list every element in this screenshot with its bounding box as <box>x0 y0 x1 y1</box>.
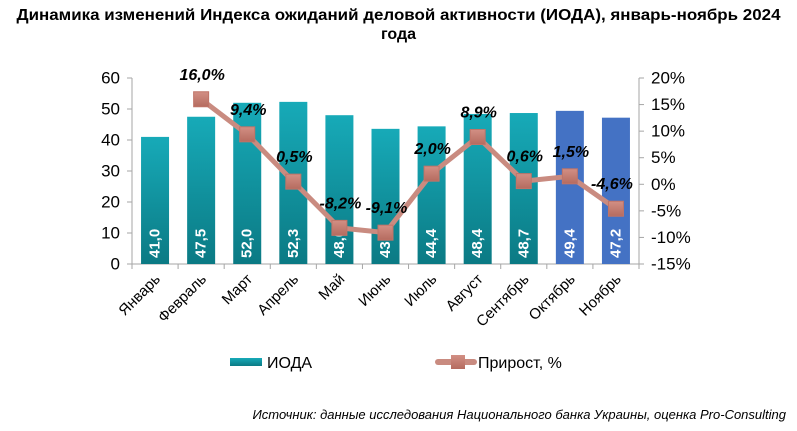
left-axis-tick-label: 10 <box>101 224 120 243</box>
growth-data-label: 16,0% <box>179 67 224 84</box>
growth-marker <box>285 173 302 190</box>
growth-line <box>199 97 618 236</box>
bar-value-label: 48,0 <box>331 229 348 258</box>
left-axis-tick-label: 30 <box>101 162 120 181</box>
left-axis-tick-label: 60 <box>101 69 120 88</box>
legend-swatch-bar <box>230 358 262 366</box>
bar-value-label: 52,3 <box>285 229 302 258</box>
source-note: Источник: данные исследования Национальн… <box>253 407 787 422</box>
bar-value-label: 41,0 <box>147 229 164 258</box>
right-axis-tick-label: -15% <box>651 255 691 274</box>
growth-marker <box>515 173 532 190</box>
right-axis-tick-label: 10% <box>651 122 685 141</box>
legend-swatch-marker <box>451 355 465 369</box>
growth-data-label: 9,4% <box>230 102 266 119</box>
bar-series-ioda <box>141 101 630 265</box>
bar-value-label: 48,7 <box>515 229 532 258</box>
bar-value-label: 52,0 <box>239 229 256 258</box>
growth-data-label: -8,2% <box>320 195 362 212</box>
growth-data-label: 1,5% <box>553 144 589 161</box>
left-axis-tick-label: 0 <box>111 255 120 274</box>
growth-marker <box>423 165 440 182</box>
bar <box>601 117 630 265</box>
category-label: Июнь <box>355 271 394 310</box>
bar-value-label: 47,5 <box>193 229 210 258</box>
chart-title-line1: Динамика изменений Индекса ожиданий дело… <box>17 7 781 24</box>
category-label: Август <box>443 271 487 315</box>
growth-marker <box>193 91 210 108</box>
bar <box>417 126 446 264</box>
growth-marker <box>469 128 486 145</box>
bar-value-label: 49,4 <box>561 228 578 258</box>
left-axis-tick-label: 40 <box>101 131 120 150</box>
growth-data-label: 0,6% <box>507 149 543 166</box>
growth-data-label: -4,6% <box>591 176 633 193</box>
category-label: Ноябрь <box>576 271 625 320</box>
right-axis-tick-label: -10% <box>651 228 691 247</box>
bar-value-label: 44,4 <box>423 228 440 258</box>
bar <box>141 136 170 264</box>
legend: ИОДА Прирост, % <box>230 355 562 372</box>
bar <box>325 115 354 264</box>
left-axis-tick-label: 20 <box>101 193 120 212</box>
right-axis-tick-label: -5% <box>651 201 681 220</box>
right-axis-tick-label: 0% <box>651 175 676 194</box>
bar <box>555 110 584 264</box>
category-label: Май <box>315 271 348 304</box>
legend-label-ioda: ИОДА <box>267 355 312 372</box>
chart-title-line2: года <box>381 26 416 43</box>
right-axis-ticks: -15% -10% -5% 0% 5% 10% 15% 20% <box>639 69 691 274</box>
right-axis-tick-label: 20% <box>651 69 685 88</box>
bar <box>187 116 216 264</box>
line-series-growth <box>199 97 618 236</box>
left-axis-ticks: 0 10 20 30 40 50 60 <box>101 69 132 274</box>
category-label: Октябрь <box>526 271 579 324</box>
bar-data-labels: 41,0 47,5 52,0 52,3 48,0 43,6 44,4 48,4 48,7 49,4… <box>147 228 625 258</box>
legend-label-growth: Прирост, % <box>478 355 562 372</box>
left-axis-tick-label: 50 <box>101 100 120 119</box>
growth-marker <box>239 126 256 143</box>
growth-marker <box>331 219 348 236</box>
line-data-labels: 16,0% 9,4% 0,5% -8,2% -9,1% 2,0% 8,9% 0,6% 1,5%-… <box>179 67 632 217</box>
right-axis-tick-label: 5% <box>651 148 676 167</box>
legend-item-growth[interactable]: Прирост, % <box>435 355 562 372</box>
category-label: Февраль <box>155 271 210 326</box>
bar <box>371 128 400 264</box>
category-label: Июль <box>401 271 440 310</box>
category-label: Апрель <box>254 271 302 319</box>
growth-data-label: 2,0% <box>413 141 450 158</box>
growth-marker <box>561 168 578 185</box>
line-markers <box>193 91 624 241</box>
growth-data-label: 8,9% <box>460 104 496 121</box>
growth-marker <box>607 200 624 217</box>
growth-data-label: -9,1% <box>366 200 408 217</box>
bar-value-label: 47,2 <box>607 229 624 258</box>
growth-data-label: 0,5% <box>276 149 312 166</box>
right-axis-tick-label: 15% <box>651 95 685 114</box>
bar-value-label: 48,4 <box>469 228 486 258</box>
category-label: Март <box>219 271 256 308</box>
legend-item-ioda[interactable]: ИОДА <box>230 355 312 372</box>
growth-marker <box>377 224 394 241</box>
